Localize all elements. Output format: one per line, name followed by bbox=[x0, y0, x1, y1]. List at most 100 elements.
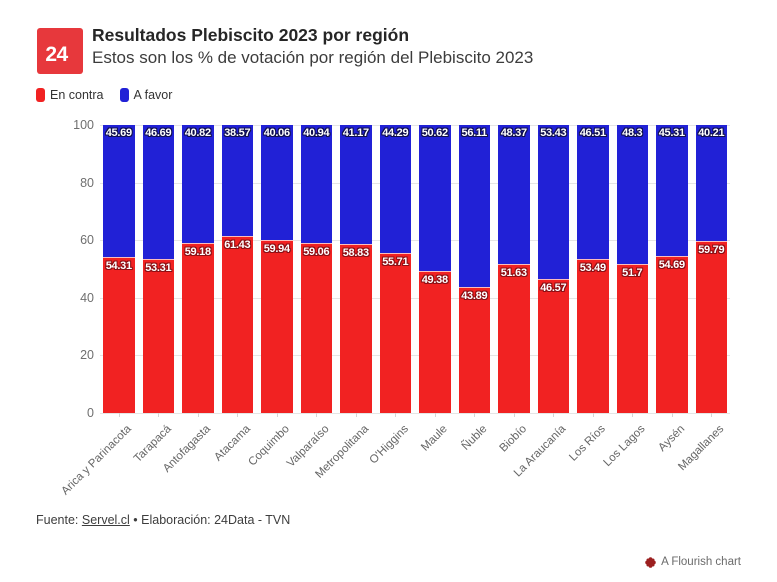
gridlines bbox=[100, 125, 730, 414]
bar-segment-en-contra[interactable]: 59.79 bbox=[695, 240, 727, 413]
value-label: 61.43 bbox=[224, 239, 251, 252]
bar-segment-a-favor[interactable]: 45.69 bbox=[103, 125, 135, 257]
y-tick-label: 0 bbox=[87, 406, 94, 420]
flourish-credit[interactable]: A Flourish chart bbox=[645, 556, 741, 568]
source-link[interactable]: Servel.cl bbox=[81, 513, 130, 527]
bar-segment-en-contra[interactable]: 43.89 bbox=[458, 286, 490, 413]
bar-segment-en-contra[interactable]: 54.31 bbox=[103, 256, 135, 413]
y-tick-label: 40 bbox=[80, 290, 94, 305]
bar-segment-en-contra[interactable]: 58.83 bbox=[340, 243, 372, 413]
bar-segment-en-contra[interactable]: 54.69 bbox=[656, 255, 688, 413]
x-tick-mark bbox=[474, 413, 476, 417]
bar-segment-a-favor[interactable]: 45.31 bbox=[656, 125, 688, 256]
value-label: 59.18 bbox=[184, 245, 211, 258]
value-label: 59.06 bbox=[303, 245, 330, 258]
gridline bbox=[100, 297, 730, 299]
bar-segment-en-contra[interactable]: 59.06 bbox=[300, 242, 332, 413]
bar-coquimbo: 40.06 59.94 bbox=[261, 125, 293, 413]
bar-segment-en-contra[interactable]: 51.7 bbox=[616, 264, 648, 413]
bar-segment-en-contra[interactable]: 55.71 bbox=[379, 252, 411, 413]
value-label: 59.94 bbox=[263, 243, 290, 256]
bar-segment-a-favor[interactable]: 41.17 bbox=[340, 125, 372, 244]
x-tick-mark bbox=[592, 413, 594, 417]
bar-segment-en-contra[interactable]: 53.31 bbox=[142, 259, 174, 413]
bar-segment-en-contra[interactable]: 59.94 bbox=[261, 240, 293, 413]
value-label: 40.21 bbox=[698, 127, 725, 140]
value-label: 41.17 bbox=[342, 127, 369, 140]
legend-item-en-contra[interactable]: En contra bbox=[36, 88, 104, 102]
bar-segment-a-favor[interactable]: 46.69 bbox=[142, 125, 174, 260]
x-tick-mark bbox=[355, 413, 357, 417]
x-tick-mark bbox=[553, 413, 555, 417]
x-tick-label-o-higgins: O'Higgins bbox=[367, 423, 411, 467]
bar-segment-a-favor[interactable]: 40.94 bbox=[300, 125, 332, 243]
y-tick-label: 60 bbox=[80, 233, 94, 248]
x-tick-label-arica-y-parinacota: Arica y Parinacota bbox=[59, 423, 135, 498]
value-label: 53.31 bbox=[145, 262, 172, 275]
bar-valparaiso: 40.94 59.06 bbox=[300, 125, 332, 413]
value-label: 54.31 bbox=[105, 259, 132, 272]
gridline bbox=[100, 240, 730, 242]
bar-segment-en-contra[interactable]: 59.18 bbox=[182, 242, 214, 413]
bar-magallanes: 40.21 59.79 bbox=[695, 125, 727, 413]
bar-maule: 50.62 49.38 bbox=[419, 125, 451, 413]
x-tick-label-los-rios: Los Ríos bbox=[567, 423, 609, 464]
bar-segment-a-favor[interactable]: 40.06 bbox=[261, 125, 293, 241]
bar-antofagasta: 40.82 59.18 bbox=[182, 125, 214, 413]
bar-segment-a-favor[interactable]: 44.29 bbox=[379, 125, 411, 253]
bar-segment-a-favor[interactable]: 53.43 bbox=[537, 125, 569, 279]
value-label: 50.62 bbox=[421, 127, 448, 140]
bar-tarapaca: 46.69 53.31 bbox=[142, 125, 174, 413]
bar-segment-a-favor[interactable]: 48.3 bbox=[616, 125, 648, 265]
bar-los-lagos: 48.3 51.7 bbox=[616, 125, 648, 413]
legend-swatch bbox=[119, 88, 129, 102]
bar-segment-en-contra[interactable]: 49.38 bbox=[419, 270, 451, 413]
value-label: 40.82 bbox=[184, 127, 211, 140]
flourish-credit-label: A Flourish chart bbox=[661, 556, 741, 568]
gridline bbox=[100, 355, 730, 357]
source-line: Fuente: Servel.cl • Elaboración: 24Data … bbox=[36, 513, 290, 527]
bar-segment-a-favor[interactable]: 46.51 bbox=[577, 125, 609, 259]
x-tick-label-nuble: Ñuble bbox=[459, 423, 490, 453]
bar-segment-en-contra[interactable]: 61.43 bbox=[221, 236, 253, 413]
x-tick-mark bbox=[513, 413, 515, 417]
plot-area: 45.69 54.31 46.69 53.31 40.82 59.18 38.57 61.43… bbox=[100, 125, 730, 414]
bar-segment-a-favor[interactable]: 56.11 bbox=[458, 125, 490, 287]
chart-subtitle: Estos son los % de votación por región d… bbox=[92, 48, 534, 67]
bar-nuble: 56.11 43.89 bbox=[458, 125, 490, 413]
bar-segment-en-contra[interactable]: 46.57 bbox=[537, 278, 569, 413]
bar-segment-en-contra[interactable]: 51.63 bbox=[498, 264, 530, 413]
value-label: 51.7 bbox=[622, 267, 643, 280]
x-tick-label-aysen: Aysén bbox=[656, 423, 688, 454]
logo-text: 24 bbox=[45, 42, 68, 66]
bar-segment-a-favor[interactable]: 48.37 bbox=[498, 125, 530, 265]
bar-segment-a-favor[interactable]: 40.21 bbox=[695, 125, 727, 241]
legend-label: En contra bbox=[50, 88, 104, 102]
x-tick-mark bbox=[276, 413, 278, 417]
value-label: 44.29 bbox=[382, 127, 409, 140]
x-tick-label-maule: Maule bbox=[419, 423, 451, 454]
value-label: 48.3 bbox=[622, 127, 643, 140]
x-tick-mark bbox=[434, 413, 436, 417]
bar-segment-a-favor[interactable]: 50.62 bbox=[419, 125, 451, 271]
bar-segment-a-favor[interactable]: 38.57 bbox=[221, 125, 253, 237]
x-tick-mark bbox=[118, 413, 120, 417]
bar-segment-en-contra[interactable]: 53.49 bbox=[577, 258, 609, 413]
value-label: 51.63 bbox=[500, 267, 527, 280]
value-label: 43.89 bbox=[461, 289, 488, 302]
value-label: 58.83 bbox=[342, 246, 369, 259]
bar-segment-a-favor[interactable]: 40.82 bbox=[182, 125, 214, 243]
value-label: 59.79 bbox=[698, 243, 725, 256]
bar-arica-y-parinacota: 45.69 54.31 bbox=[103, 125, 135, 413]
value-label: 45.31 bbox=[658, 127, 685, 140]
value-label: 45.69 bbox=[105, 127, 132, 140]
y-tick-label: 20 bbox=[80, 348, 94, 363]
x-tick-label-biobio: Biobío bbox=[497, 423, 530, 455]
bars: 45.69 54.31 46.69 53.31 40.82 59.18 38.57 61.43… bbox=[100, 125, 730, 413]
gridline bbox=[100, 413, 730, 414]
legend-item-a-favor[interactable]: A favor bbox=[119, 88, 172, 102]
x-tick-mark bbox=[711, 413, 713, 417]
flourish-icon bbox=[645, 556, 656, 568]
bar-metropolitana: 41.17 58.83 bbox=[340, 125, 372, 413]
x-tick-label-los-lagos: Los Lagos bbox=[601, 423, 648, 470]
